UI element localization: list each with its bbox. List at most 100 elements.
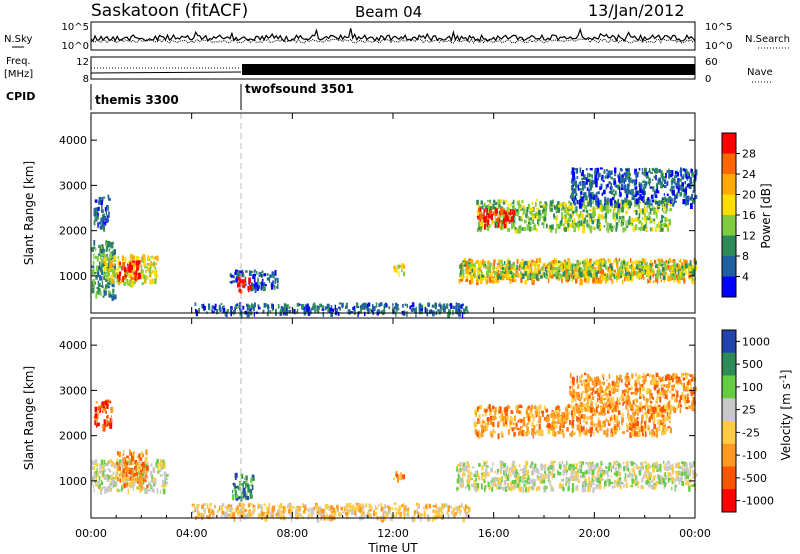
data-cell <box>687 263 690 266</box>
data-cell <box>537 264 540 268</box>
data-cell <box>275 309 277 315</box>
data-cell <box>523 227 526 231</box>
data-cell <box>452 306 456 309</box>
data-cell <box>458 278 462 282</box>
data-cell <box>166 474 169 477</box>
data-cell <box>666 416 669 421</box>
data-cell <box>250 271 254 273</box>
data-cell <box>526 413 528 419</box>
data-cell <box>605 418 608 422</box>
data-cell <box>457 463 460 467</box>
data-cell <box>511 274 513 278</box>
data-cell <box>611 409 613 413</box>
data-cell <box>144 478 147 482</box>
nave-bars <box>242 64 695 75</box>
data-cell <box>112 263 116 267</box>
data-cell <box>443 307 446 313</box>
data-cell <box>663 417 667 422</box>
data-cell <box>491 484 494 487</box>
data-cell <box>557 264 560 267</box>
data-cell <box>668 460 671 465</box>
data-cell <box>238 481 242 487</box>
data-cell <box>506 265 509 268</box>
data-cell <box>596 477 600 484</box>
data-cell <box>134 460 138 465</box>
data-cell <box>158 462 161 466</box>
data-cell <box>664 216 667 223</box>
data-cell <box>558 461 561 467</box>
data-cell <box>476 487 479 492</box>
data-cell <box>531 201 534 205</box>
data-cell <box>574 268 577 273</box>
data-cell <box>531 422 534 427</box>
data-cell <box>614 183 617 188</box>
data-cell <box>504 486 508 492</box>
data-cell <box>574 194 576 199</box>
data-cell <box>362 307 366 310</box>
data-cell <box>116 274 119 279</box>
data-cell <box>321 308 325 311</box>
data-cell <box>623 465 627 471</box>
data-cell <box>553 473 556 478</box>
data-cell <box>627 473 630 478</box>
data-cell <box>494 415 496 420</box>
data-cell <box>255 271 258 275</box>
data-cell <box>663 464 666 468</box>
velocity-data-cells <box>91 372 698 523</box>
data-cell <box>672 185 675 189</box>
data-cell <box>112 264 114 269</box>
data-cell <box>654 484 657 490</box>
data-cell <box>565 469 568 473</box>
data-cell <box>514 208 516 212</box>
data-cell <box>539 416 542 420</box>
data-cell <box>476 473 480 476</box>
freq-right-tick-top: 60 <box>705 57 718 68</box>
data-cell <box>537 275 539 282</box>
data-cell <box>573 167 576 171</box>
data-cell <box>537 468 540 475</box>
data-cell <box>656 224 659 228</box>
data-cell <box>523 269 527 273</box>
data-cell <box>536 423 538 427</box>
data-cell <box>531 207 534 212</box>
data-cell <box>110 251 114 255</box>
data-cell <box>581 472 585 476</box>
data-cell <box>598 278 602 284</box>
data-cell <box>551 267 554 274</box>
data-cell <box>131 469 134 474</box>
data-cell <box>636 171 640 174</box>
data-cell <box>659 481 663 486</box>
data-cell <box>98 253 100 256</box>
data-cell <box>537 432 541 436</box>
data-cell <box>630 275 634 282</box>
data-cell <box>586 260 590 267</box>
data-cell <box>512 486 515 490</box>
data-cell <box>136 455 139 459</box>
data-cell <box>253 276 256 283</box>
data-cell <box>580 191 583 196</box>
data-cell <box>554 259 558 263</box>
data-cell <box>100 470 102 473</box>
data-cell <box>119 261 121 266</box>
data-cell <box>114 476 117 480</box>
data-cell <box>95 265 99 272</box>
data-cell <box>239 302 242 305</box>
data-cell <box>511 462 514 468</box>
data-cell <box>540 431 543 436</box>
data-cell <box>616 425 618 431</box>
data-cell <box>649 260 652 266</box>
data-cell <box>104 474 107 481</box>
data-cell <box>652 417 656 424</box>
data-cell <box>589 193 592 198</box>
data-cell <box>627 224 629 227</box>
data-cell <box>649 279 651 283</box>
data-cell <box>585 195 588 201</box>
data-cell <box>671 170 674 176</box>
data-cell <box>99 274 101 281</box>
data-cell <box>609 405 612 409</box>
data-cell <box>507 228 511 232</box>
data-cell <box>665 271 667 276</box>
data-cell <box>645 466 648 472</box>
data-cell <box>107 206 109 211</box>
data-cell <box>110 415 112 422</box>
